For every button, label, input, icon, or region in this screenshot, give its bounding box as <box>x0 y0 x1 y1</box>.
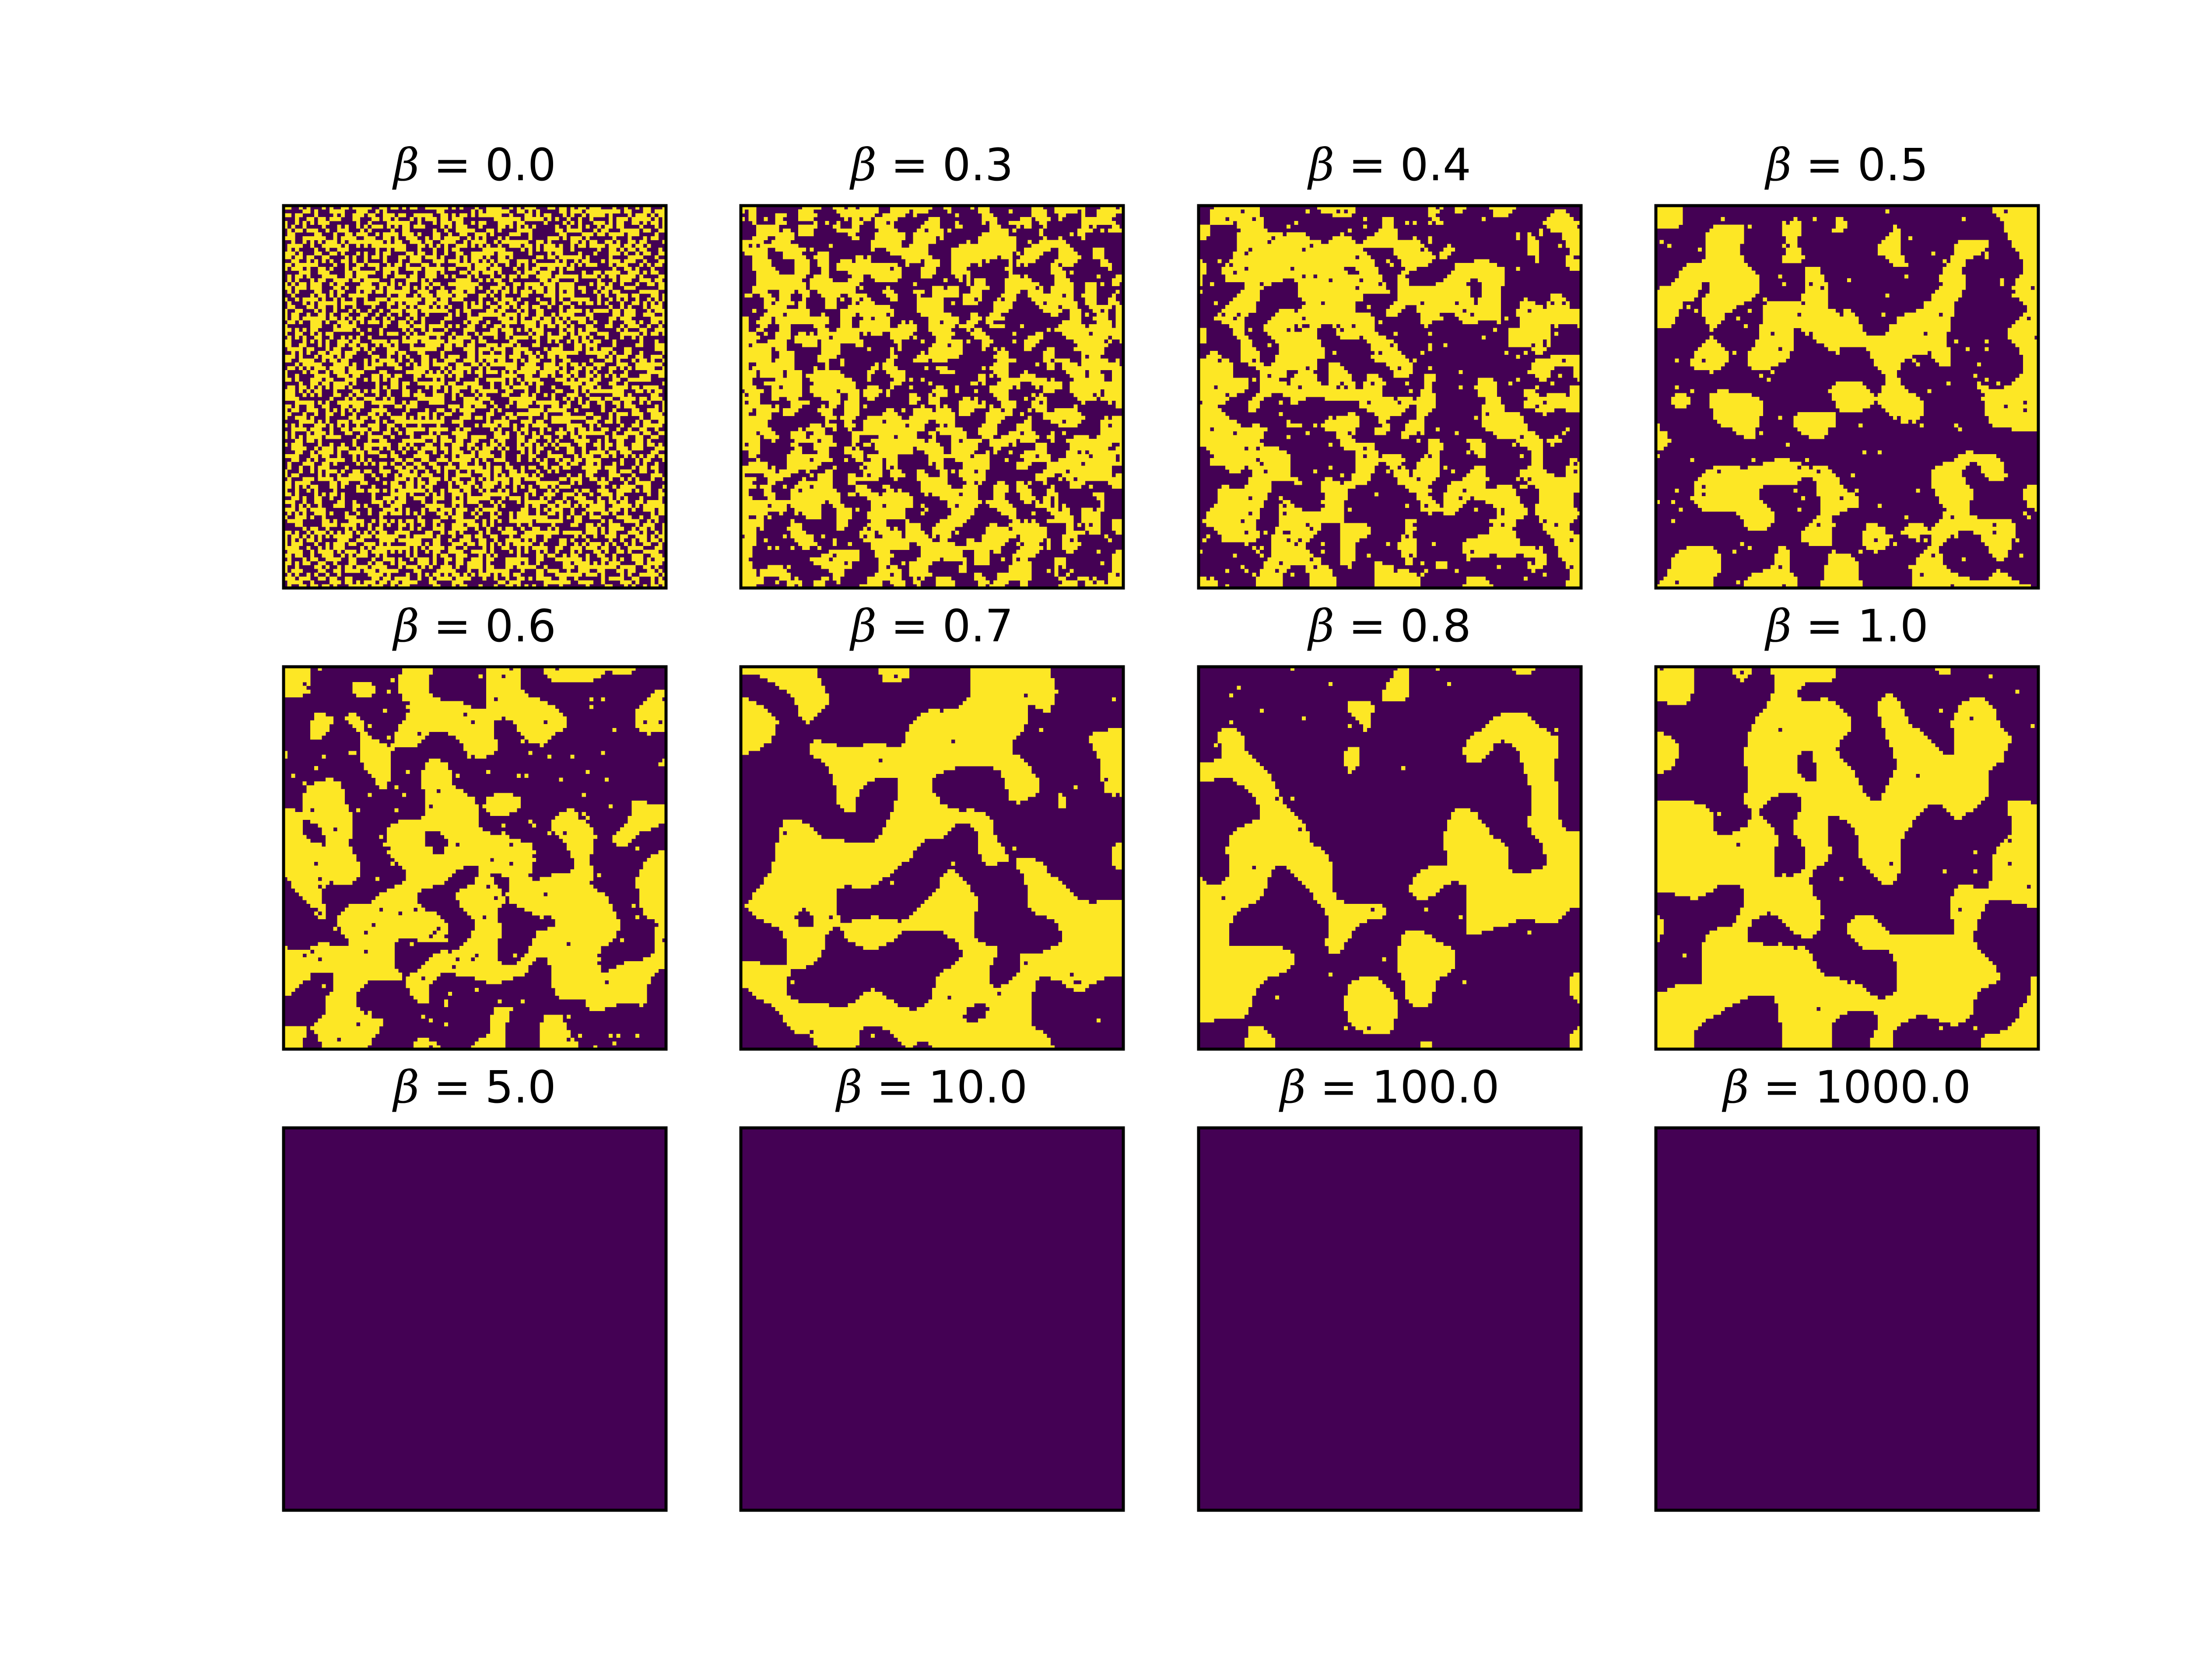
panel-1: β = 0.0 <box>282 139 668 590</box>
panel-frame <box>282 665 668 1051</box>
panel-title: β = 10.0 <box>835 1061 1027 1113</box>
beta-symbol: β <box>849 600 877 652</box>
panel-title: β = 100.0 <box>1278 1061 1499 1113</box>
panel-title: β = 0.5 <box>1764 139 1929 191</box>
lattice-high-cells <box>741 206 1124 588</box>
lattice-high-cells <box>1656 206 2039 588</box>
lattice-high-cells <box>284 667 666 1050</box>
panel-4: β = 0.5 <box>1654 139 2040 590</box>
lattice-background <box>1199 1128 1581 1510</box>
beta-value: = 0.8 <box>1334 600 1471 652</box>
panel-7: β = 0.8 <box>1197 600 1583 1051</box>
beta-symbol: β <box>392 139 419 191</box>
panel-title: β = 1.0 <box>1764 600 1929 652</box>
beta-value: = 0.5 <box>1792 139 1929 191</box>
panel-12: β = 1000.0 <box>1654 1061 2040 1512</box>
lattice-background <box>1656 1128 2038 1510</box>
beta-symbol: β <box>392 600 419 652</box>
beta-symbol: β <box>1278 1061 1306 1113</box>
panel-frame <box>1197 665 1583 1051</box>
panel-frame <box>1654 204 2040 590</box>
beta-symbol: β <box>392 1061 419 1113</box>
panel-frame <box>1197 1126 1583 1512</box>
panel-frame <box>739 1126 1125 1512</box>
panel-frame <box>1654 1126 2040 1512</box>
beta-symbol: β <box>1722 1061 1749 1113</box>
beta-value: = 0.7 <box>877 600 1013 652</box>
beta-value: = 0.6 <box>419 600 556 652</box>
panel-title: β = 0.0 <box>392 139 556 191</box>
beta-value: = 0.4 <box>1334 139 1471 191</box>
panel-frame <box>282 1126 668 1512</box>
panel-8: β = 1.0 <box>1654 600 2040 1051</box>
lattice-high-cells <box>284 206 666 588</box>
lattice-high-cells <box>1199 206 1581 588</box>
panel-title: β = 0.4 <box>1307 139 1471 191</box>
panel-title: β = 0.6 <box>392 600 556 652</box>
lattice-background <box>284 1128 666 1510</box>
panel-frame <box>282 204 668 590</box>
panel-frame <box>1654 665 2040 1051</box>
panel-frame <box>739 665 1125 1051</box>
beta-value: = 1.0 <box>1792 600 1929 652</box>
beta-value: = 1000.0 <box>1749 1061 1971 1113</box>
panel-11: β = 100.0 <box>1197 1061 1583 1512</box>
panel-title: β = 5.0 <box>392 1061 556 1113</box>
panel-frame <box>1197 204 1583 590</box>
beta-symbol: β <box>1307 139 1334 191</box>
panel-5: β = 0.6 <box>282 600 668 1051</box>
panel-3: β = 0.4 <box>1197 139 1583 590</box>
beta-value: = 0.0 <box>419 139 556 191</box>
lattice-high-cells <box>741 667 1124 1050</box>
panel-frame <box>739 204 1125 590</box>
beta-value: = 10.0 <box>863 1061 1027 1113</box>
panel-title: β = 0.7 <box>849 600 1013 652</box>
panel-2: β = 0.3 <box>739 139 1125 590</box>
panel-title: β = 1000.0 <box>1722 1061 1971 1113</box>
lattice-high-cells <box>1656 667 2039 1050</box>
panel-title: β = 0.8 <box>1307 600 1471 652</box>
panel-6: β = 0.7 <box>739 600 1125 1051</box>
beta-symbol: β <box>849 139 877 191</box>
beta-value: = 0.3 <box>877 139 1013 191</box>
beta-symbol: β <box>1764 600 1792 652</box>
lattice-background <box>741 1128 1123 1510</box>
panel-title: β = 0.3 <box>849 139 1013 191</box>
beta-value: = 100.0 <box>1306 1061 1499 1113</box>
panel-9: β = 5.0 <box>282 1061 668 1512</box>
beta-symbol: β <box>1307 600 1334 652</box>
panel-10: β = 10.0 <box>739 1061 1125 1512</box>
lattice-high-cells <box>1199 667 1581 1050</box>
beta-symbol: β <box>1764 139 1792 191</box>
beta-value: = 5.0 <box>419 1061 556 1113</box>
panel-grid: β = 0.0 β = 0.3 β = 0.4 β = 0.5β = 0.6 β = 0… <box>282 139 2040 1512</box>
beta-symbol: β <box>835 1061 863 1113</box>
